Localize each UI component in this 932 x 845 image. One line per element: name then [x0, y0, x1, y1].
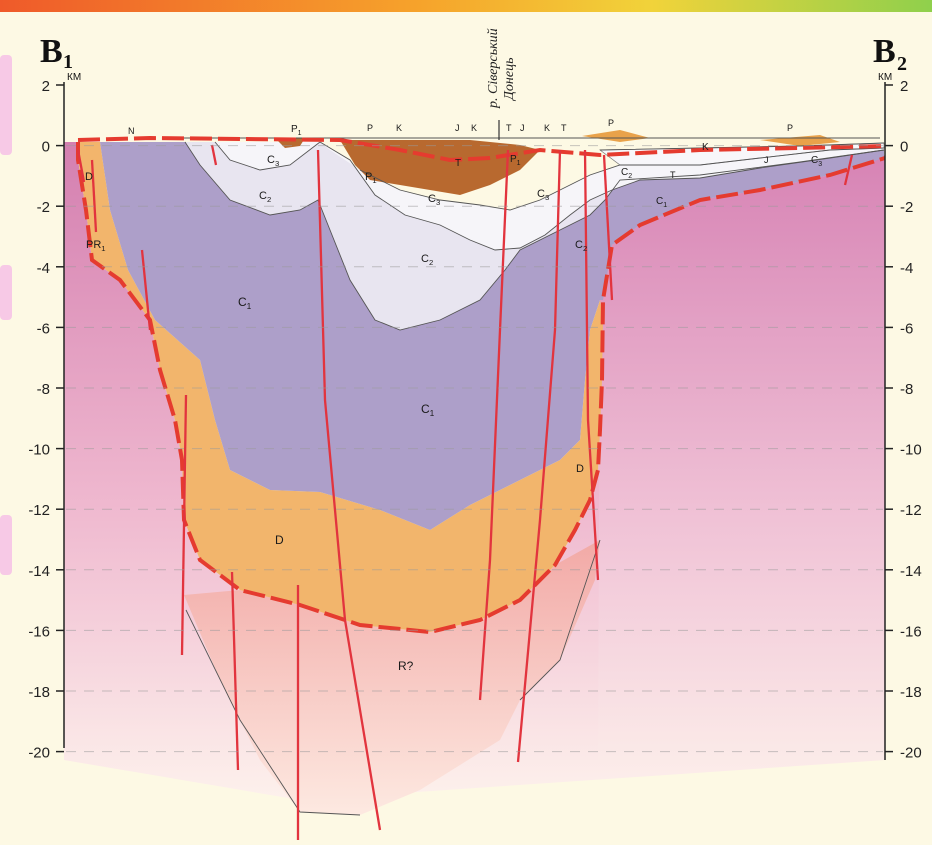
strata-label-c2-mid2: C2: [575, 239, 587, 253]
tick-label-right: -4: [900, 260, 913, 277]
tick-label-right: -12: [900, 502, 922, 519]
strata-label-d-bottom: D: [275, 533, 284, 547]
fault: [843, 154, 854, 186]
strata-label-k-top2: K: [471, 123, 477, 133]
tick-label-left: -20: [28, 745, 50, 762]
unit-label-right: КМ: [878, 72, 892, 83]
unit-permian: [340, 140, 540, 195]
strata-label-c2-mid: C2: [421, 253, 433, 267]
tick-label-left: -14: [28, 563, 50, 580]
tick-label-right: 0: [900, 139, 908, 156]
tick-label-right: -14: [900, 563, 922, 580]
strata-label-d-left: D: [85, 171, 93, 183]
fault: [76, 149, 86, 183]
strata-label-p1-top: P1: [291, 124, 302, 137]
section-start-sub: 1: [63, 51, 73, 73]
fault: [316, 149, 382, 831]
fault: [602, 154, 614, 301]
river-label-line1: р. Сіверський: [486, 28, 501, 109]
strata-label-c1-left: C1: [238, 295, 252, 311]
unit-c2: [185, 142, 884, 330]
strata-label-p-top2: P: [608, 118, 614, 128]
tick-label-left: -12: [28, 502, 50, 519]
top-color-stripe: [0, 0, 932, 12]
tick-label-right: 2: [900, 78, 908, 95]
strata-label-p1-mid2: P1: [510, 154, 521, 167]
tick-label-right: -16: [900, 623, 922, 640]
fault: [180, 394, 188, 656]
river-label-line2: Донець: [502, 58, 517, 102]
tick-label-left: -10: [28, 442, 50, 459]
tick-label-right: -18: [900, 684, 922, 701]
side-tab: [0, 265, 12, 320]
strata-label-t-top: T: [506, 123, 512, 133]
basin-boundary-top: [77, 135, 886, 163]
fault: [230, 571, 240, 771]
strata-label-k-top1: K: [396, 123, 402, 133]
basement-right: [598, 158, 885, 760]
unit-label-left: КМ: [67, 72, 81, 83]
strata-label-t-top2: T: [561, 123, 567, 133]
fault: [583, 149, 600, 581]
tick-label-right: -10: [900, 442, 922, 459]
fault: [516, 149, 562, 763]
strata-label-c1-center: C1: [421, 402, 435, 418]
tick-label-left: -2: [37, 199, 50, 216]
strata-label-pr1: PR1: [86, 239, 106, 253]
fault: [140, 249, 152, 331]
fault: [90, 159, 98, 233]
strata-label-p-right: P: [787, 123, 793, 133]
tick-label-left: 0: [42, 139, 50, 156]
unit-paleogene-top: [582, 130, 650, 142]
unit-c3: [215, 142, 884, 250]
strata-label-j-top2: J: [520, 123, 525, 133]
strata-label-t-mid: T: [455, 158, 461, 169]
tick-label-right: -6: [900, 320, 913, 337]
depth-axis-left: 2 0 -2 -4 -6 -8 -10 -12 -14 -16 -18 -20: [28, 78, 65, 762]
strata-label-p1-mid1: P1: [365, 171, 377, 185]
side-tab: [0, 515, 12, 575]
strata-label-p-top1: P: [367, 123, 373, 133]
strata-label-c2-right: C2: [621, 167, 632, 180]
strata-label-t-right: T: [670, 170, 676, 180]
strata-label-k-top3: K: [544, 123, 550, 133]
strata-label-k-right: K: [702, 142, 709, 153]
strata-label-c3-mid: C3: [428, 193, 440, 207]
section-end-label: B: [873, 33, 896, 70]
tick-label-right: -2: [900, 199, 913, 216]
tick-label-left: -8: [37, 381, 50, 398]
unit-paleogene-right: [760, 135, 840, 146]
tick-label-left: -16: [28, 623, 50, 640]
tick-label-right: -20: [900, 745, 922, 762]
strata-label-j-right: J: [764, 155, 769, 165]
strata-label-r: R?: [398, 659, 414, 673]
tick-label-right: -8: [900, 381, 913, 398]
unit-c1: [100, 142, 884, 530]
tick-label-left: 2: [42, 78, 50, 95]
basin-boundary-bottom: [76, 142, 886, 635]
side-tab: [0, 55, 12, 155]
tick-label-left: -18: [28, 684, 50, 701]
section-end-sub: 2: [897, 53, 907, 75]
fault: [210, 144, 218, 166]
strata-label-c3-mid2: C3: [537, 188, 549, 202]
strata-label-c1-right: C1: [656, 196, 667, 209]
depth-axis-right: 2 0 -2 -4 -6 -8 -10 -12 -14 -16 -18 -20: [884, 78, 922, 762]
tick-label-left: -6: [37, 320, 50, 337]
unit-r-body: [184, 540, 600, 815]
tick-label-left: -4: [37, 260, 50, 277]
strata-label-n: N: [128, 126, 135, 136]
section-start-label: B: [40, 33, 63, 70]
strata-label-j-top1: J: [455, 123, 460, 133]
strata-label-c2-left: C2: [259, 190, 271, 204]
strata-label-c3-left: C3: [267, 154, 279, 168]
strata-label-d-right: D: [576, 463, 584, 475]
strata-label-c3-right: C3: [811, 155, 822, 168]
